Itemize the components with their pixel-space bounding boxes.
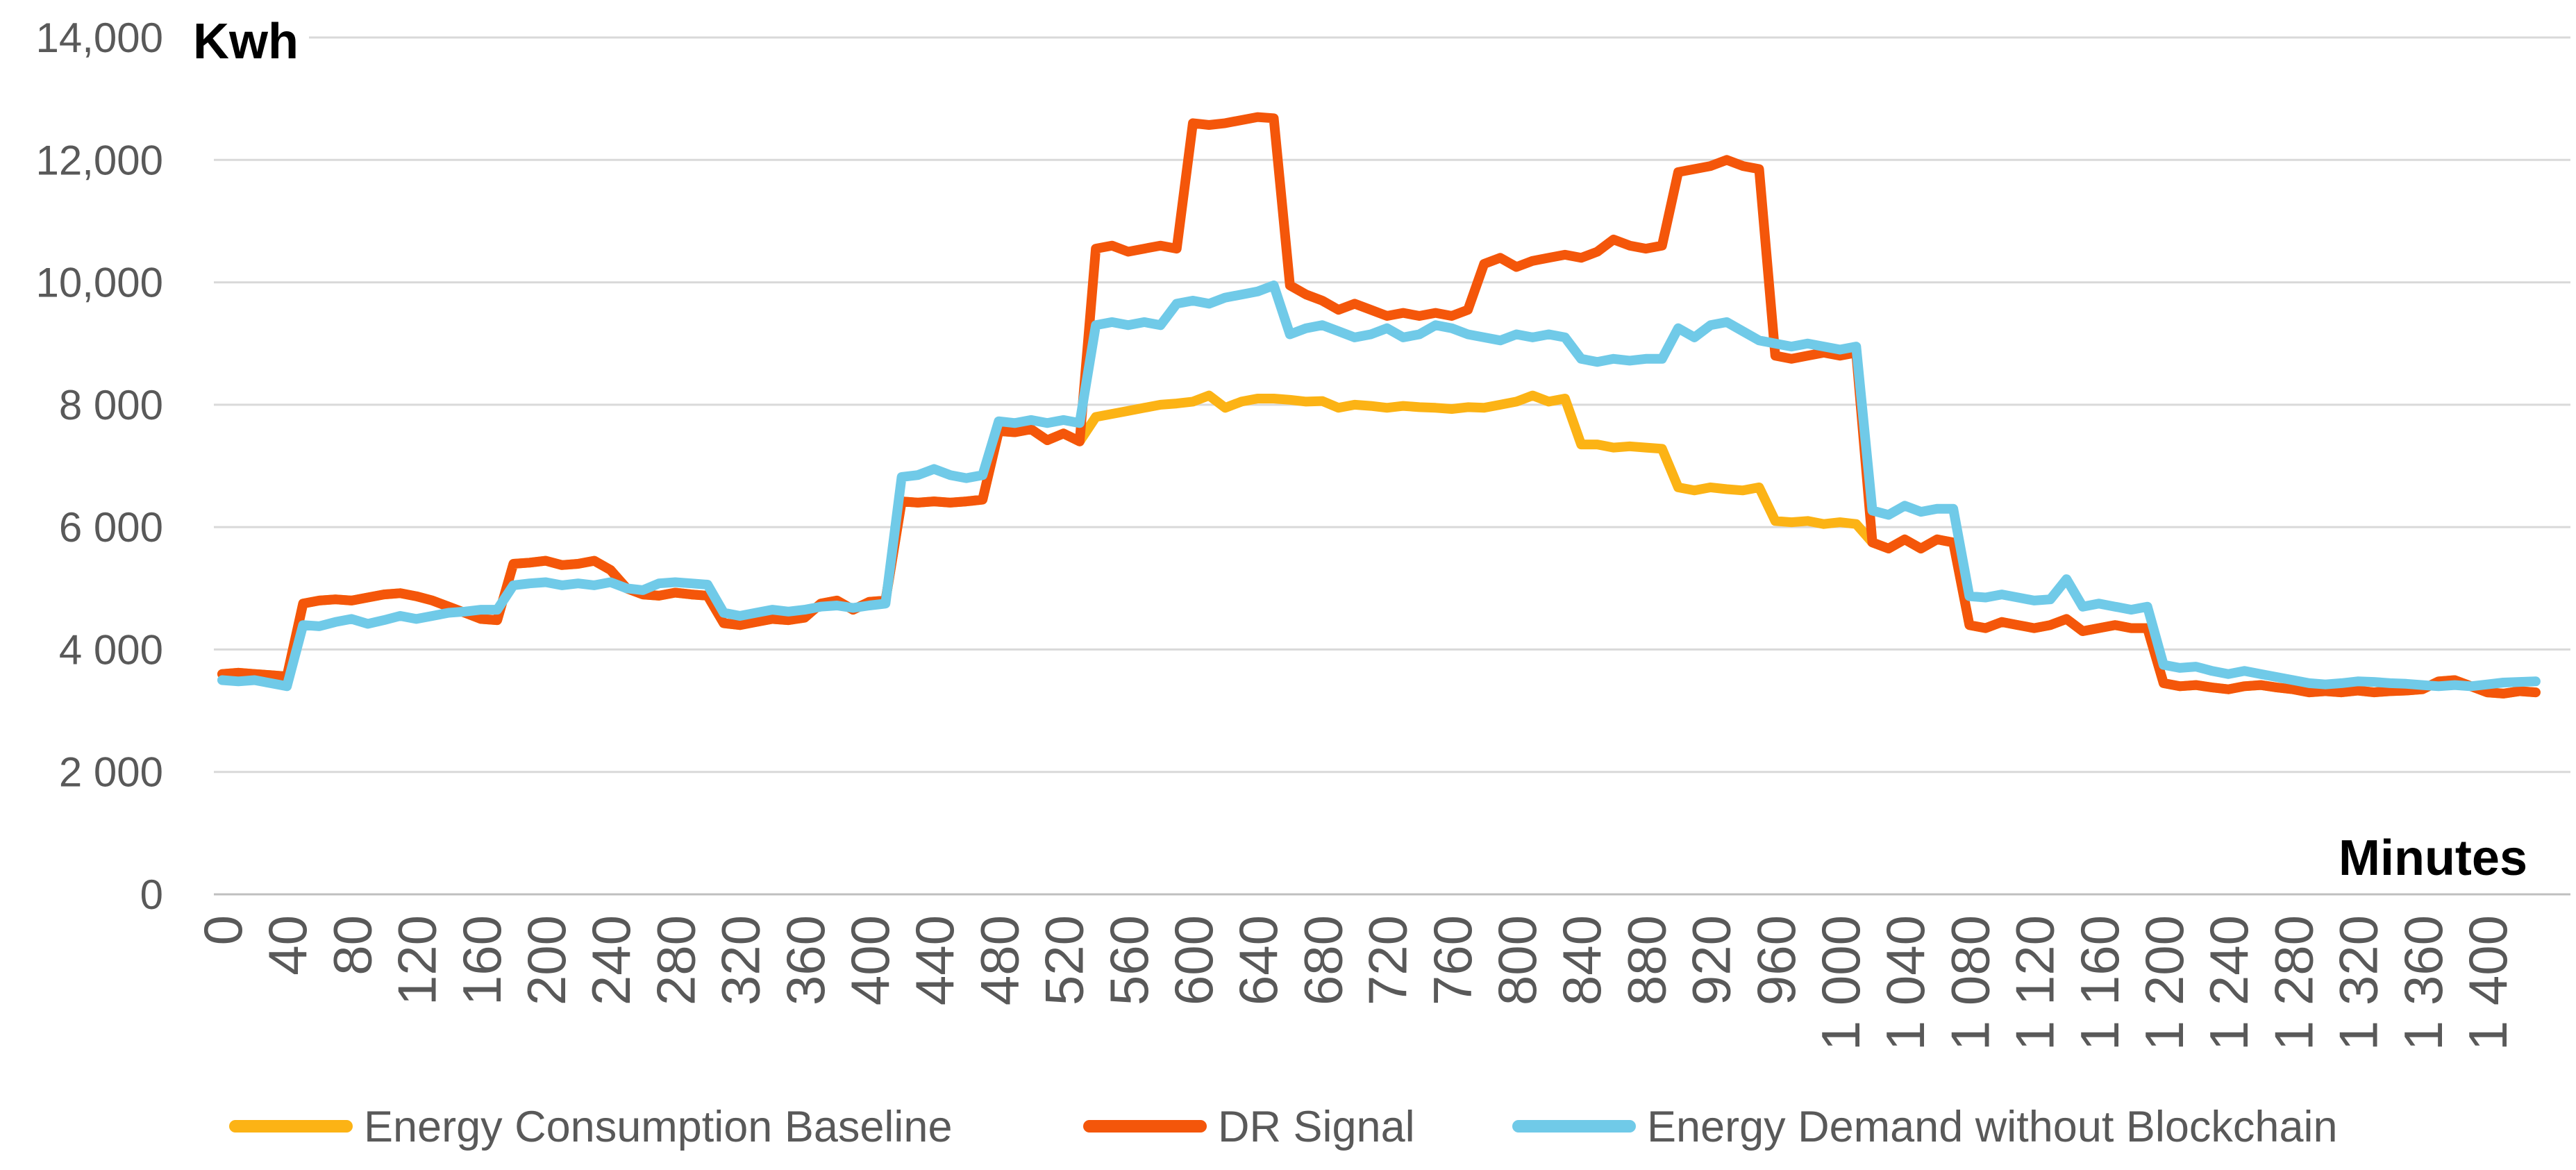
y-tick-label: 8 000 [59,382,163,428]
x-tick-label: 960 [1746,915,1807,1005]
y-tick-label: 14,000 [35,15,163,61]
x-tick-label: 440 [904,915,965,1005]
series-line-dr-signal [217,112,2541,699]
x-tick-label: 520 [1034,915,1095,1005]
y-tick-label: 12,000 [35,137,163,183]
y-tick-label: 6 000 [59,504,163,551]
y-tick-labels-group: 14,000 12,000 10,000 8 000 6 000 4 000 2 000 0 [35,15,163,918]
x-tick-label: 120 [387,915,448,1005]
x-tick-label: 680 [1292,915,1353,1005]
x-tick-label: 560 [1098,915,1160,1005]
no-blockchain-swatch-icon [1512,1120,1636,1133]
x-tick-label: 1 360 [2393,915,2454,1051]
x-tick-label: 760 [1422,915,1483,1005]
dr-signal-swatch-icon [1083,1120,1207,1133]
legend: Energy Consumption Baseline DR Signal En… [229,1103,2338,1151]
x-tick-label: 1 000 [1810,915,1871,1051]
x-tick-label: 840 [1551,915,1612,1005]
x-tick-label: 1 280 [2263,915,2324,1051]
x-tick-label: 640 [1228,915,1289,1005]
x-tick-label: 1 240 [2198,915,2259,1051]
y-tick-label: 0 [140,871,163,918]
x-tick-label: 920 [1681,915,1742,1005]
legend-label-baseline: Energy Consumption Baseline [364,1103,953,1151]
x-tick-label: 280 [645,915,706,1005]
gridlines-group [214,36,2570,896]
x-tick-label: 1 200 [2134,915,2195,1051]
x-tick-label: 800 [1487,915,1548,1005]
x-tick-label: 240 [580,915,642,1005]
x-tick-label: 720 [1357,915,1419,1005]
legend-label-dr-signal: DR Signal [1218,1103,1415,1151]
x-tick-label: 1 400 [2457,915,2518,1051]
series-lines-group [217,112,2541,699]
x-tick-label: 160 [451,915,512,1005]
x-tick-label: 400 [839,915,901,1005]
series-line-no-blockchain [217,281,2541,692]
x-tick-label: 80 [321,915,383,976]
x-tick-label: 600 [1163,915,1224,1005]
y-tick-label: 4 000 [59,626,163,673]
x-tick-label: 0 [192,915,253,945]
x-tick-label: 1 320 [2328,915,2389,1051]
y-axis-title: Kwh [193,14,299,69]
x-tick-label: 1 120 [2005,915,2066,1051]
x-tick-labels-group: 0 40 80 120 160 200 240 280 320 360 400 440 480 520 56… [192,915,2518,1051]
x-tick-label: 1 080 [1939,915,2000,1051]
x-tick-label: 1 160 [2069,915,2130,1051]
x-tick-label: 40 [257,915,318,976]
x-tick-label: 1 040 [1875,915,1936,1051]
x-tick-label: 320 [710,915,771,1005]
legend-item-no-blockchain: Energy Demand without Blockchain [1512,1103,2338,1151]
x-tick-label: 880 [1616,915,1677,1005]
y-tick-label: 2 000 [59,749,163,796]
baseline-swatch-icon [229,1120,353,1133]
legend-label-no-blockchain: Energy Demand without Blockchain [1647,1103,2338,1151]
x-axis-title: Minutes [2339,830,2527,886]
x-tick-label: 360 [775,915,836,1005]
x-tick-label: 480 [969,915,1030,1005]
x-tick-label: 200 [516,915,577,1005]
y-tick-label: 10,000 [35,260,163,306]
legend-item-dr-signal: DR Signal [1083,1103,1415,1151]
legend-item-baseline: Energy Consumption Baseline [229,1103,953,1151]
